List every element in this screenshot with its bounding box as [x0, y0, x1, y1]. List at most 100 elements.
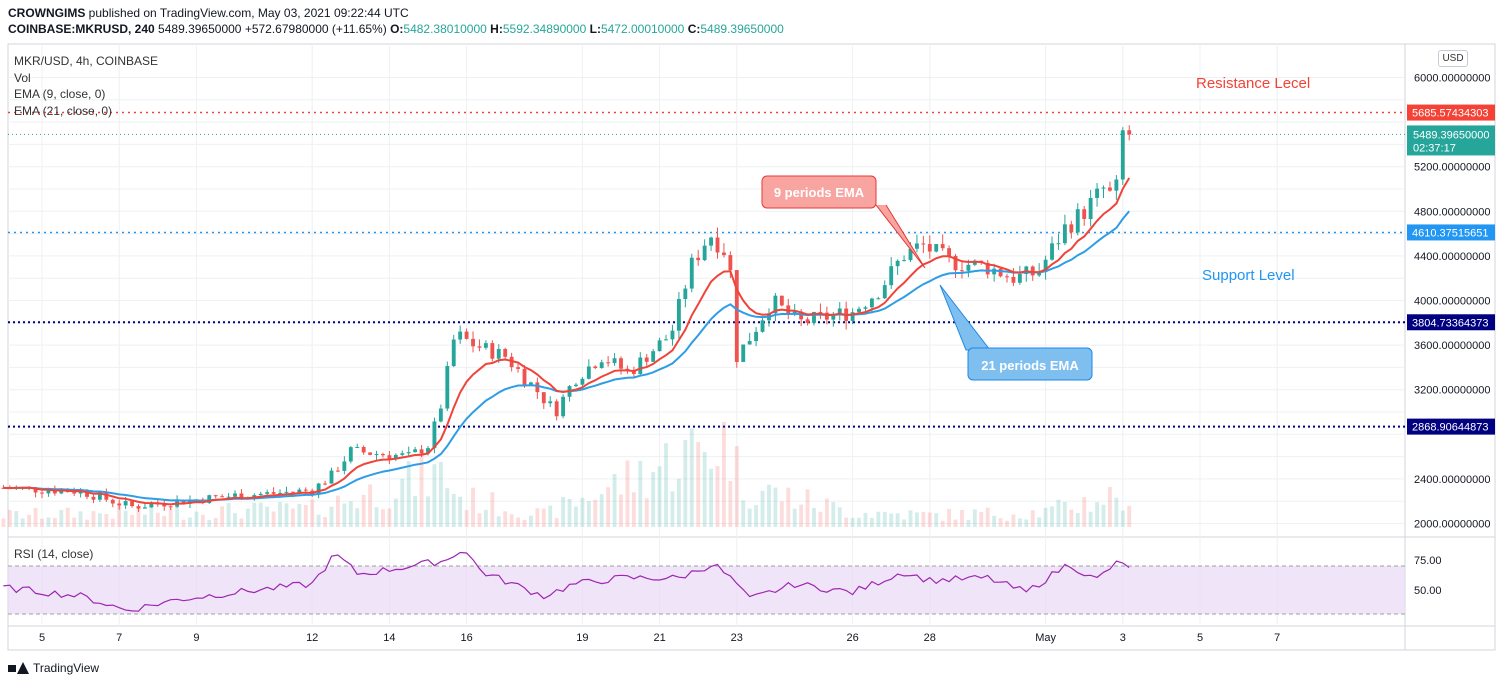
high-label: H: [490, 22, 503, 36]
publisher-name: CROWNGIMS [8, 6, 86, 20]
candle-body [554, 401, 559, 417]
volume-bar [413, 495, 418, 527]
volume-bar [799, 504, 804, 527]
volume-bar [747, 508, 752, 527]
candle-body [1037, 271, 1042, 276]
volume-bar [323, 517, 327, 527]
volume-bar [290, 508, 295, 527]
volume-bar [78, 511, 83, 527]
candle-body [837, 308, 842, 315]
candle-body [239, 493, 244, 500]
volume-bar [895, 513, 900, 527]
volume-bar [696, 442, 701, 527]
legend-ema21[interactable]: EMA (21, close, 0) [14, 103, 113, 118]
candle-body [696, 257, 701, 261]
volume-bar [136, 508, 141, 527]
volume-bar [1095, 502, 1099, 527]
volume-bar [336, 495, 340, 527]
legend-vol[interactable]: Vol [14, 70, 31, 85]
volume-bar [670, 491, 675, 527]
volume-bar [850, 517, 855, 527]
level-price-tag [1407, 418, 1495, 435]
legend-rsi[interactable]: RSI (14, close) [14, 547, 94, 561]
candle-body [40, 492, 44, 494]
volume-bar [908, 510, 913, 527]
volume-bar [1, 518, 6, 527]
candle-body [857, 308, 861, 313]
candle-body [863, 307, 868, 309]
candle-body [1017, 274, 1022, 283]
level-price-tag [1407, 104, 1495, 121]
candle-body [226, 496, 231, 498]
candle-body [400, 453, 405, 455]
volume-bar [27, 514, 32, 527]
price-tick-label: 2000.00000000 [1414, 519, 1490, 531]
candle-body [702, 245, 707, 261]
candle-body [426, 448, 430, 454]
volume-bar [348, 501, 353, 527]
time-tick-label: 23 [731, 632, 743, 644]
legend-title[interactable]: MKR/USD, 4h, COINBASE [14, 54, 159, 68]
price-tick-label: 4800.00000000 [1414, 206, 1490, 218]
candle-body [406, 452, 411, 454]
candle-body [1069, 224, 1074, 233]
candle-body [419, 449, 424, 454]
volume-bar [574, 506, 578, 527]
volume-bar [175, 506, 180, 527]
candle-body [734, 270, 739, 362]
horizontal-levels: 5685.57434303 4610.37515651 3804.73364373 2… [8, 104, 1495, 435]
volume-bar [278, 501, 282, 527]
price-tick-label: 4400.00000000 [1414, 251, 1490, 263]
candle-body [593, 366, 598, 369]
candle-body [1062, 224, 1067, 244]
volume-bar [1017, 518, 1022, 527]
candle-body [213, 495, 218, 497]
rsi-band [8, 566, 1405, 614]
candle-body [850, 312, 855, 321]
candle-body [233, 493, 237, 497]
volume-bar [316, 514, 321, 527]
candle-body [638, 357, 643, 374]
volume-bar [805, 489, 810, 527]
volume-bar [1005, 520, 1009, 527]
candle-body [361, 446, 366, 453]
candle-body [921, 243, 926, 245]
candle-body [110, 499, 115, 504]
candle-body [1030, 266, 1035, 276]
volume-bar [496, 516, 501, 527]
price-tick-label: 5200.00000000 [1414, 162, 1490, 174]
volume-bar [966, 519, 971, 527]
candle-body [683, 288, 688, 300]
low-value: 5472.00010000 [600, 22, 685, 36]
candle-body [413, 449, 418, 453]
volume-bar [1011, 514, 1016, 527]
volume-bar [902, 519, 906, 527]
candlesticks [1, 125, 1132, 512]
ema9-callout-box [761, 175, 877, 209]
volume-bar [451, 493, 456, 527]
candle-body [1043, 259, 1048, 272]
currency-button[interactable]: USD [1438, 50, 1468, 67]
volume-bar [599, 494, 604, 527]
candle-body [316, 483, 321, 495]
volume-bar [915, 512, 919, 527]
candle-body [464, 331, 469, 339]
time-tick-label: 5 [39, 632, 45, 644]
candle-body [149, 503, 154, 508]
volume-bar [844, 517, 849, 527]
candle-body [966, 264, 971, 271]
price-tick-label: 4000.00000000 [1414, 296, 1490, 308]
volume-bar [387, 508, 392, 527]
candle-body [181, 499, 186, 504]
volume-bar [226, 503, 231, 527]
candle-body [130, 501, 134, 507]
candle-body [586, 366, 591, 379]
legend-ema9[interactable]: EMA (9, close, 0) [14, 87, 106, 101]
level-price-label: 5685.57434303 [1412, 108, 1488, 120]
price-change: +572.67980000 (+11.65%) [244, 22, 387, 36]
candle-body [258, 493, 263, 496]
tradingview-footer[interactable]: TradingView [8, 661, 99, 675]
volume-bar [59, 510, 64, 527]
volume-bar [824, 498, 829, 527]
